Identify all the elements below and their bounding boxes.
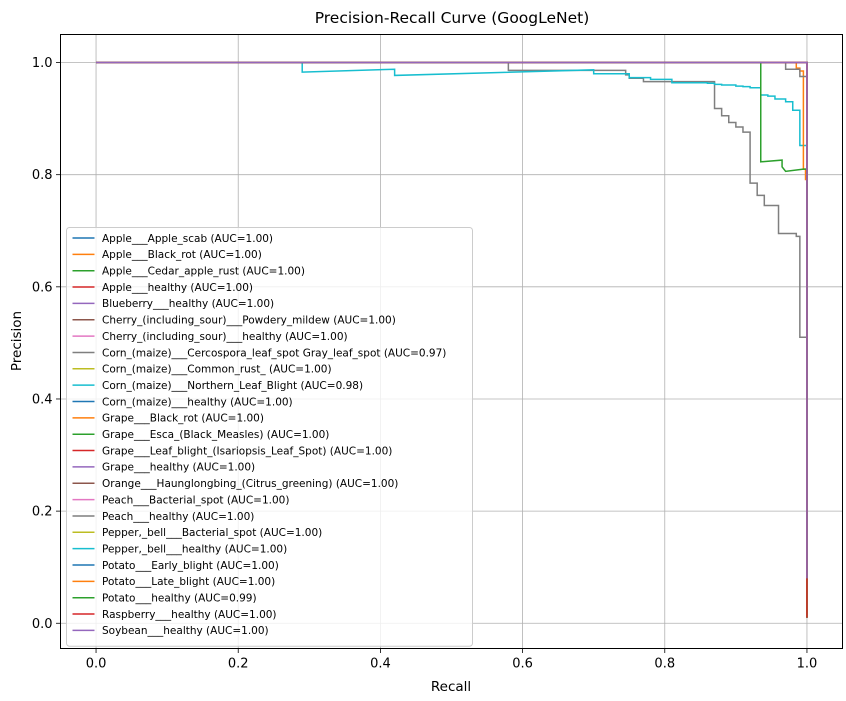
legend-label: Cherry_(including_sour)___Powdery_mildew… bbox=[102, 315, 396, 327]
legend-label: Corn_(maize)___Cercospora_leaf_spot Gray… bbox=[102, 347, 446, 359]
x-tick-label: 0.2 bbox=[228, 657, 249, 672]
x-tick-label: 1.0 bbox=[797, 657, 818, 672]
x-axis-title: Recall bbox=[431, 679, 471, 695]
y-axis-title: Precision bbox=[9, 311, 25, 371]
chart-title: Precision-Recall Curve (GoogLeNet) bbox=[315, 9, 590, 27]
x-tick-label: 0.8 bbox=[654, 657, 675, 672]
series-lines bbox=[96, 61, 808, 618]
legend: Apple___Apple_scab (AUC=1.00) Apple___Bla… bbox=[66, 227, 473, 647]
legend-label: Raspberry___healthy (AUC=1.00) bbox=[102, 609, 277, 621]
legend-label: Orange___Haunglongbing_(Citrus_greening)… bbox=[102, 478, 398, 490]
legend-label: Corn_(maize)___Common_rust_ (AUC=1.00) bbox=[102, 364, 332, 376]
legend-label: Apple___Apple_scab (AUC=1.00) bbox=[102, 233, 273, 245]
x-tick-label: 0.0 bbox=[86, 657, 107, 672]
legend-label: Grape___Black_rot (AUC=1.00) bbox=[102, 413, 264, 425]
legend-label: Grape___healthy (AUC=1.00) bbox=[102, 462, 255, 474]
legend-label: Apple___healthy (AUC=1.00) bbox=[102, 282, 253, 294]
legend-box bbox=[66, 227, 473, 647]
legend-label: Cherry_(including_sour)___healthy (AUC=1… bbox=[102, 331, 348, 343]
legend-label: Soybean___healthy (AUC=1.00) bbox=[102, 625, 269, 637]
legend-label: Potato___Late_blight (AUC=1.00) bbox=[102, 576, 275, 588]
legend-label: Pepper,_bell___Bacterial_spot (AUC=1.00) bbox=[102, 527, 322, 539]
x-tick-label: 0.6 bbox=[512, 657, 533, 672]
legend-label: Peach___healthy (AUC=1.00) bbox=[102, 511, 254, 523]
y-tick-label: 0.0 bbox=[32, 617, 53, 632]
legend-label: Corn_(maize)___healthy (AUC=1.00) bbox=[102, 396, 293, 408]
legend-label: Pepper,_bell___healthy (AUC=1.00) bbox=[102, 543, 287, 555]
y-tick-label: 0.6 bbox=[32, 280, 53, 295]
legend-label: Potato___Early_blight (AUC=1.00) bbox=[102, 560, 279, 572]
legend-label: Corn_(maize)___Northern_Leaf_Blight (AUC… bbox=[102, 380, 363, 392]
y-tick-label: 0.2 bbox=[32, 505, 53, 520]
series-line-9 bbox=[96, 61, 808, 618]
legend-label: Blueberry___healthy (AUC=1.00) bbox=[102, 298, 274, 310]
series-line-24 bbox=[96, 61, 808, 579]
legend-label: Grape___Leaf_blight_(Isariopsis_Leaf_Spo… bbox=[102, 445, 392, 457]
legend-label: Grape___Esca_(Black_Measles) (AUC=1.00) bbox=[102, 429, 329, 441]
legend-label: Apple___Cedar_apple_rust (AUC=1.00) bbox=[102, 266, 305, 278]
y-tick-label: 0.8 bbox=[32, 168, 53, 183]
y-tick-label: 0.4 bbox=[32, 392, 53, 407]
y-tick-label: 1.0 bbox=[32, 56, 53, 71]
legend-label: Potato___healthy (AUC=0.99) bbox=[102, 593, 257, 605]
legend-label: Peach___Bacterial_spot (AUC=1.00) bbox=[102, 494, 289, 506]
x-tick-label: 0.4 bbox=[370, 657, 391, 672]
ticks: 0.0 0.2 0.4 0.6 0.8 1.0 0.0 0.2 0.4 0.6 0.8 1.0 bbox=[32, 56, 817, 671]
plot-frame bbox=[60, 34, 843, 649]
legend-label: Apple___Black_rot (AUC=1.00) bbox=[102, 249, 262, 261]
